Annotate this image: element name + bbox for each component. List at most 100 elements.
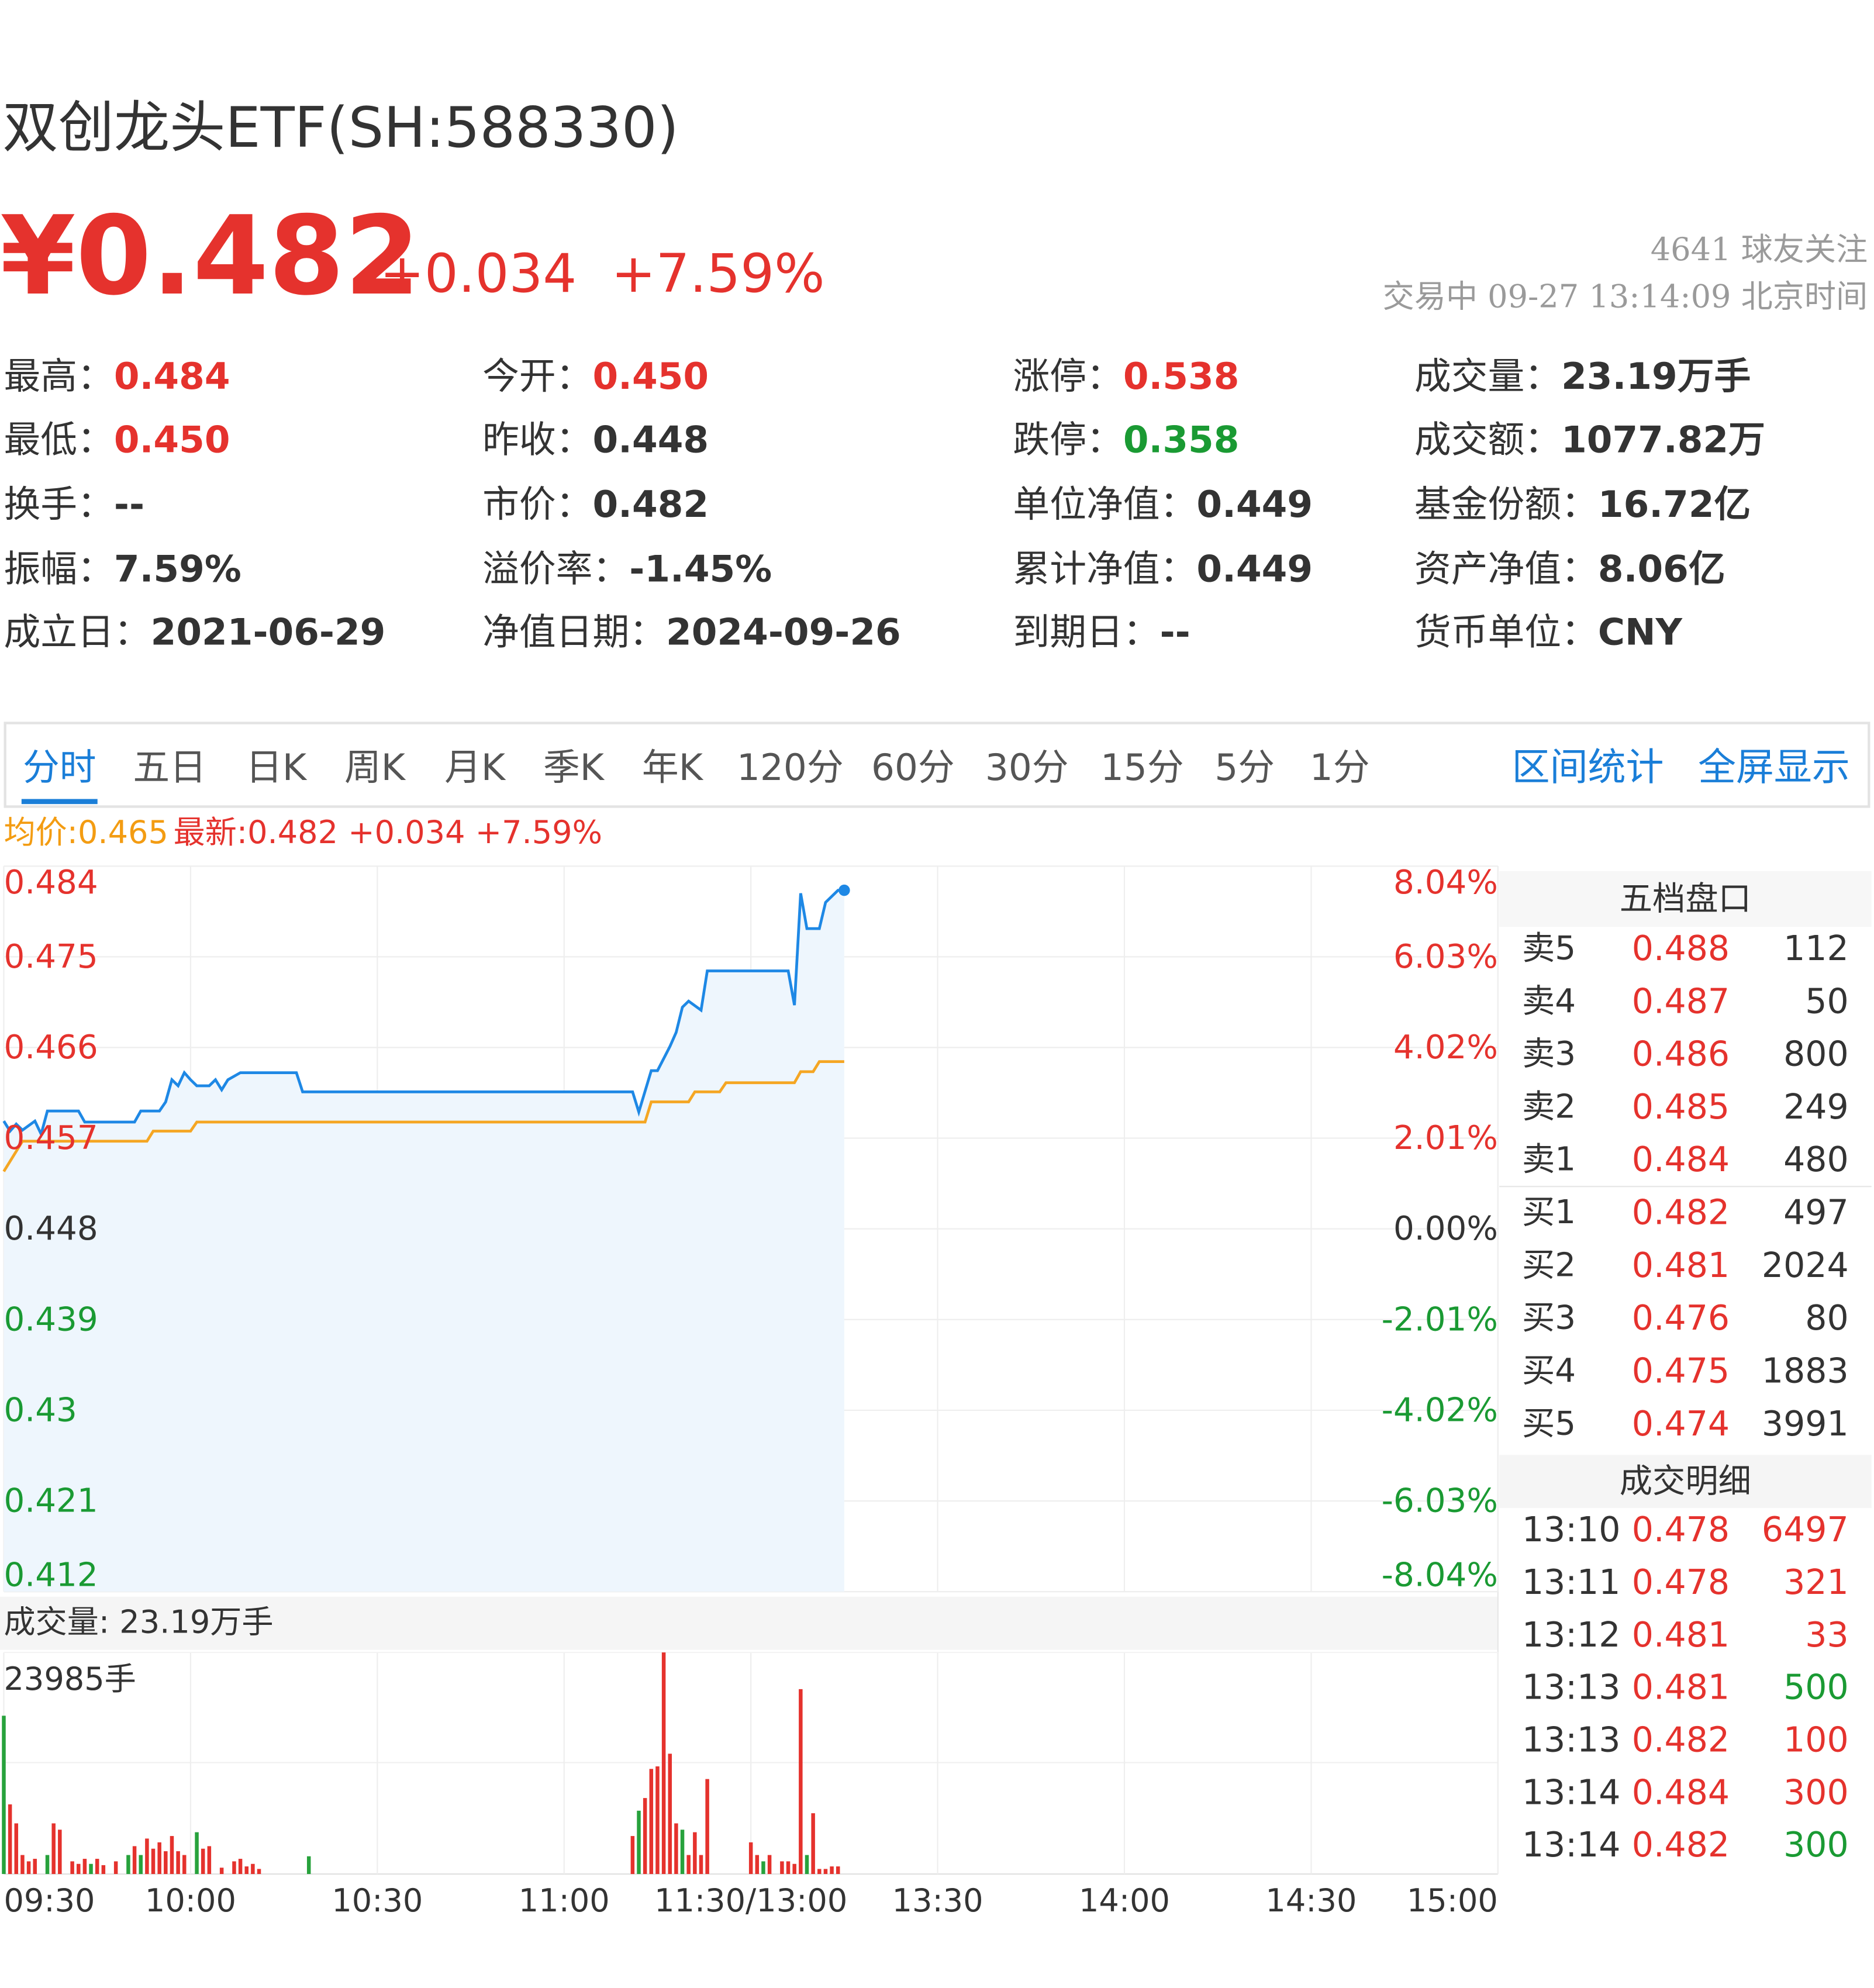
x-tick-label: 14:00 — [1079, 1882, 1170, 1919]
volume-bar — [82, 1859, 87, 1875]
tab[interactable]: 5分 — [1214, 746, 1275, 789]
trade-time: 13:14 — [1522, 1772, 1620, 1812]
stat-label: 到期日： — [1013, 610, 1159, 653]
book-price: 0.481 — [1632, 1245, 1730, 1285]
stat-label: 资产净值： — [1414, 547, 1598, 590]
stat: 资产净值：8.06亿 — [1414, 547, 1725, 590]
stat-label: 基金份额： — [1414, 482, 1598, 525]
book-price: 0.488 — [1632, 929, 1730, 968]
volume-bar — [244, 1866, 249, 1875]
last-price-dot — [838, 884, 850, 896]
stat-label: 跌停： — [1013, 418, 1123, 461]
stat-label: 市价： — [482, 482, 592, 525]
tab[interactable]: 1分 — [1310, 746, 1370, 789]
stat-label: 货币单位： — [1414, 610, 1598, 653]
tab[interactable]: 月K — [444, 746, 506, 789]
volume-bar — [251, 1863, 255, 1875]
trade-time: 13:11 — [1522, 1562, 1620, 1602]
stat-value: 0.449 — [1196, 482, 1313, 525]
book-volume: 497 — [1783, 1193, 1849, 1233]
book-volume: 3991 — [1762, 1404, 1849, 1444]
volume-bar — [748, 1842, 753, 1875]
volume-bar — [207, 1846, 212, 1875]
trade-price: 0.478 — [1632, 1562, 1730, 1602]
volume-bar — [151, 1848, 156, 1875]
volume-bar — [170, 1836, 174, 1875]
x-tick-label: 14:30 — [1265, 1882, 1357, 1919]
stat: 溢价率：-1.45% — [482, 547, 772, 590]
stat: 涨停：0.538 — [1013, 355, 1239, 398]
tab-underline — [21, 799, 98, 805]
book-volume: 80 — [1805, 1298, 1848, 1338]
tab[interactable]: 120分 — [737, 746, 844, 789]
trade-price: 0.481 — [1632, 1668, 1730, 1707]
tab[interactable]: 30分 — [985, 746, 1069, 789]
tab[interactable]: 季K — [543, 746, 605, 789]
book-volume: 112 — [1783, 929, 1849, 968]
y-tick-label: 0.43 — [4, 1391, 77, 1429]
book-level: 买4 — [1522, 1352, 1576, 1390]
trade-price: 0.482 — [1632, 1825, 1730, 1865]
trade-time: 13:10 — [1522, 1510, 1620, 1549]
tool-tab[interactable]: 区间统计 — [1512, 746, 1664, 789]
tab[interactable]: 60分 — [871, 746, 955, 789]
order-book-header — [1499, 871, 1872, 927]
tab[interactable]: 周K — [344, 746, 406, 789]
trade-volume: 100 — [1783, 1720, 1849, 1760]
tab[interactable]: 五日 — [133, 746, 206, 789]
price-change: +0.034 +7.59% — [380, 243, 825, 304]
book-level: 买3 — [1522, 1299, 1576, 1337]
volume-bar — [637, 1810, 641, 1875]
volume-bar — [132, 1846, 137, 1875]
tool-tab[interactable]: 全屏显示 — [1698, 746, 1850, 789]
tab[interactable]: 分时 — [23, 746, 96, 789]
stat-value: 0.538 — [1123, 355, 1240, 398]
volume-bar — [643, 1798, 647, 1875]
book-price: 0.482 — [1632, 1193, 1730, 1233]
stat-value: -- — [1160, 610, 1190, 653]
book-level: 卖3 — [1522, 1035, 1576, 1073]
trade-price: 0.478 — [1632, 1510, 1730, 1549]
legend: 均价:0.465 最新:0.482 +0.034 +7.59% — [4, 813, 602, 850]
stat-value: -1.45% — [629, 547, 772, 590]
book-volume: 2024 — [1762, 1245, 1849, 1285]
title: 双创龙头ETF(SH:588330) — [2, 96, 678, 160]
stat-label: 单位净值： — [1013, 482, 1196, 525]
followers: 4641 球友关注 — [1651, 231, 1868, 268]
tab[interactable]: 年K — [642, 746, 704, 789]
volume-bar — [182, 1855, 187, 1875]
stat-label: 成交额： — [1414, 418, 1561, 461]
volume-bar — [630, 1836, 635, 1875]
x-tick-label: 09:30 — [4, 1882, 95, 1919]
book-price: 0.487 — [1632, 981, 1730, 1021]
trade-volume: 321 — [1783, 1562, 1849, 1602]
volume-bar — [14, 1823, 19, 1875]
stat-value: 0.484 — [114, 355, 230, 398]
price-area — [4, 890, 844, 1592]
volume-bar — [686, 1855, 691, 1875]
trades-header — [1499, 1455, 1872, 1509]
volume-bar — [95, 1859, 99, 1875]
volume-bar — [20, 1855, 25, 1875]
book-price: 0.474 — [1632, 1404, 1730, 1444]
x-tick-label: 15:00 — [1407, 1882, 1498, 1919]
volume-tick-label: 23985手 — [4, 1661, 136, 1697]
tab[interactable]: 15分 — [1100, 746, 1184, 789]
stat: 成交量：23.19万手 — [1414, 355, 1751, 398]
volume-bar — [786, 1861, 791, 1875]
y-tick-label: 0.448 — [4, 1210, 98, 1248]
volume-bar — [306, 1856, 311, 1875]
tab-bar — [4, 722, 1870, 808]
stat: 累计净值：0.449 — [1013, 547, 1313, 590]
book-level: 卖4 — [1522, 982, 1576, 1020]
stat-label: 成交量： — [1414, 355, 1561, 398]
x-tick-label: 11:00 — [519, 1882, 610, 1919]
stat: 到期日：-- — [1013, 610, 1190, 653]
y-tick-label: 0.412 — [4, 1556, 98, 1594]
trades-title: 成交明细 — [1620, 1462, 1751, 1500]
volume-bar — [817, 1869, 822, 1875]
stat-value: -- — [114, 482, 144, 525]
book-price: 0.486 — [1632, 1034, 1730, 1074]
volume-bar — [89, 1863, 93, 1875]
tab[interactable]: 日K — [246, 746, 308, 789]
